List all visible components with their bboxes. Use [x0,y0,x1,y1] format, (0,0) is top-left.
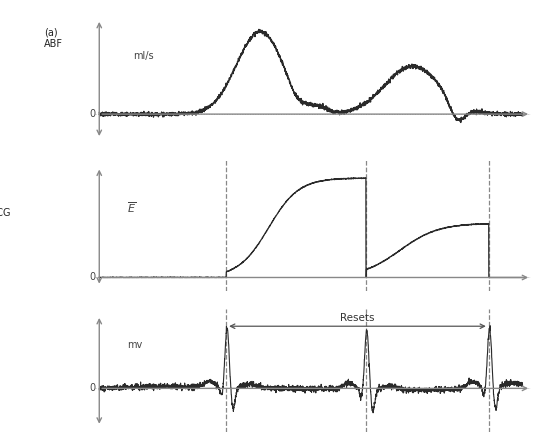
Text: (b)
$\int$ ABF dt
reset = ECG: (b) $\int$ ABF dt reset = ECG [0,176,11,218]
Text: ml/s: ml/s [133,51,154,61]
Text: (a)
ABF: (a) ABF [44,27,63,49]
Text: 0: 0 [89,273,95,283]
Text: Resets: Resets [340,313,375,323]
Text: mv: mv [127,340,142,350]
Text: 0: 0 [89,109,95,119]
Text: $\overline{E}$: $\overline{E}$ [127,200,136,215]
Text: 0: 0 [89,383,95,393]
